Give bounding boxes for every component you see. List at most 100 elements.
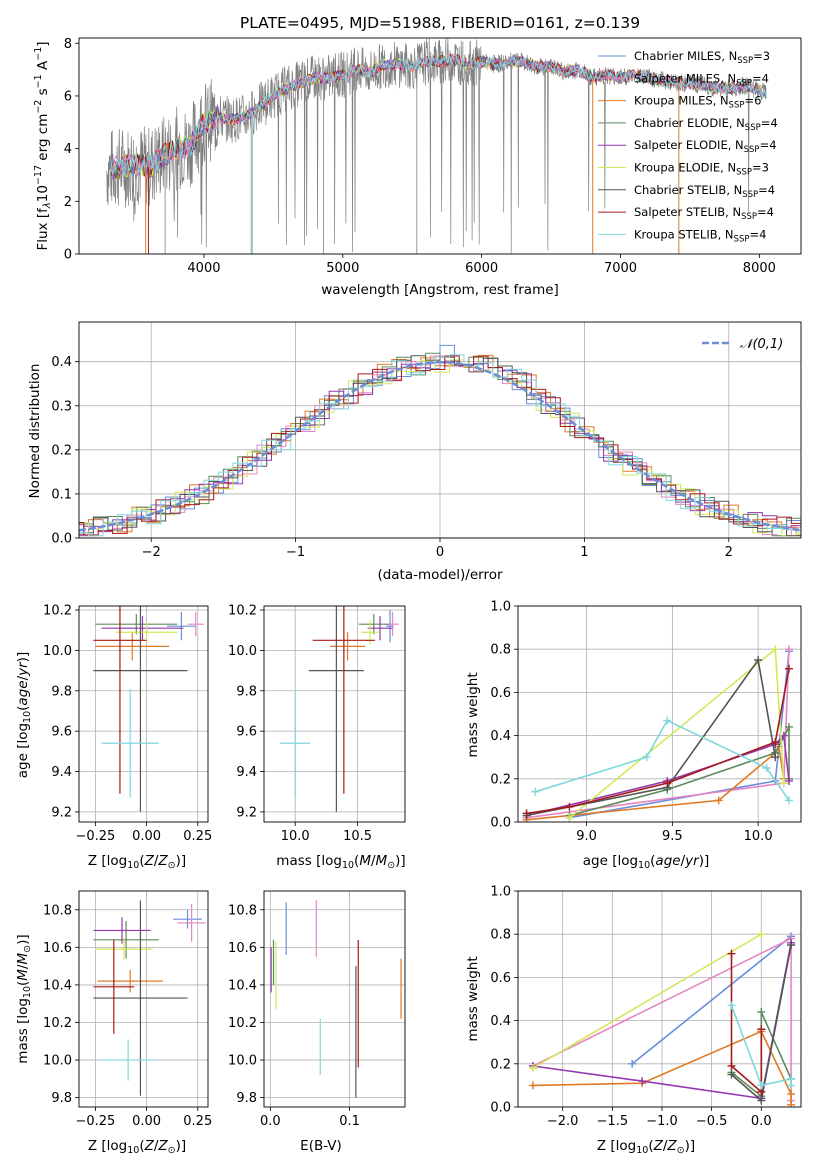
weight-marker bbox=[522, 809, 531, 818]
axes-frame bbox=[263, 605, 406, 823]
weight-marker bbox=[727, 1070, 736, 1079]
weight-marker bbox=[754, 656, 763, 664]
tick-label-y: 10.0 bbox=[228, 644, 257, 659]
weight-marker bbox=[531, 787, 540, 796]
tick-label-y: 10.2 bbox=[43, 604, 72, 619]
tick-label-y: 0.2 bbox=[51, 443, 72, 458]
axes-frame bbox=[78, 605, 209, 823]
weight-marker bbox=[714, 796, 723, 805]
tick-label-y: 0.3 bbox=[51, 399, 72, 414]
weight-marker bbox=[727, 1061, 736, 1070]
tick-label-x: 0.25 bbox=[183, 829, 212, 844]
tick-label-x: −0.5 bbox=[696, 1114, 728, 1129]
tick-label-y: 10.2 bbox=[228, 604, 257, 619]
weight-marker bbox=[779, 779, 788, 788]
tick-label-y: 6 bbox=[64, 89, 72, 104]
tick-label-x: 10.5 bbox=[343, 829, 372, 844]
tick-label-x: 10.0 bbox=[744, 829, 773, 844]
spectrum-ylabel: Flux [fλ10−17 erg cm−2 s−1 A−1] bbox=[33, 41, 53, 250]
weight-marker bbox=[787, 941, 796, 949]
histogram-step bbox=[79, 355, 801, 536]
tick-label-y: 0.0 bbox=[51, 532, 72, 547]
weight-marker bbox=[784, 664, 793, 673]
tick-label-x: 4000 bbox=[187, 261, 220, 276]
weight-marker bbox=[771, 645, 780, 654]
weight-marker bbox=[565, 802, 574, 811]
weight-marker bbox=[757, 1025, 766, 1034]
tick-label-y: 8 bbox=[64, 37, 72, 52]
legend-label: Kroupa STELIB, NSSP=4 bbox=[634, 227, 766, 244]
tick-label-y: 0.6 bbox=[490, 686, 511, 701]
legend-label: Kroupa ELODIE, NSSP=3 bbox=[634, 161, 769, 178]
tick-label-x: 0 bbox=[436, 545, 444, 560]
tick-label-x: 0.25 bbox=[183, 1114, 212, 1129]
tick-label-x: 0.00 bbox=[132, 1114, 161, 1129]
weight-marker bbox=[663, 779, 672, 788]
tick-label-y: 10.2 bbox=[43, 1016, 72, 1031]
tick-label-x: −1.0 bbox=[646, 1114, 678, 1129]
weight-marker bbox=[771, 738, 780, 747]
weight-marker bbox=[663, 716, 672, 725]
tick-label-x: 10.0 bbox=[281, 829, 310, 844]
tick-label-y: 0.4 bbox=[490, 729, 511, 744]
weight-vs-z-panel: −2.0 −1.5 −1.0 −0.5 0.0 0.0 0.2 0.4 0.6 0.8 1.0 Z … bbox=[465, 885, 802, 1156]
gaussian-curve bbox=[79, 360, 801, 532]
gaussian-legend-label: 𝒩(0,1) bbox=[740, 337, 783, 352]
age-vs-mass-panel: 10.0 10.5 9.2 9.4 9.6 9.8 10.0 10.2 mass [log10… bbox=[228, 604, 406, 871]
tick-label-y: 10.6 bbox=[43, 941, 72, 956]
weight-z-xlabel: Z [log10(Z/Z⊙)] bbox=[597, 1138, 695, 1156]
axes-frame bbox=[263, 890, 406, 1108]
legend-label: Salpeter ELODIE, NSSP=4 bbox=[634, 138, 777, 155]
tick-label-y: 0.1 bbox=[51, 487, 72, 502]
tick-label-y: 10.6 bbox=[228, 941, 257, 956]
legend-label: Salpeter MILES, NSSP=4 bbox=[634, 71, 769, 88]
tick-label-y: 10.4 bbox=[43, 978, 72, 993]
tick-label-y: 10.8 bbox=[43, 903, 72, 918]
axes-frame bbox=[78, 37, 802, 255]
spectrum-panel: 4000 5000 6000 7000 8000 0 2 4 6 8 wavelength [An… bbox=[33, 37, 802, 298]
weight-marker bbox=[638, 1077, 647, 1086]
tick-label-y: 0.0 bbox=[490, 1101, 511, 1116]
tick-label-y: 9.2 bbox=[236, 805, 257, 820]
histogram-xlabel: (data-model)/error bbox=[377, 567, 503, 583]
axes-frame bbox=[517, 605, 802, 823]
tick-label-x: 9.0 bbox=[576, 829, 597, 844]
tick-label-y: 10.0 bbox=[228, 1054, 257, 1069]
legend-label: Kroupa MILES, NSSP=6 bbox=[634, 94, 761, 111]
axes-frame bbox=[517, 890, 802, 1108]
weight-marker bbox=[727, 1001, 736, 1010]
weight-marker bbox=[528, 1064, 537, 1073]
tick-label-x: 8000 bbox=[743, 261, 776, 276]
tick-label-y: 9.4 bbox=[236, 765, 257, 780]
age-z-xlabel: Z [log10(Z/Z⊙)] bbox=[88, 853, 186, 871]
weight-marker bbox=[528, 1081, 537, 1090]
tick-label-y: 10.4 bbox=[228, 978, 257, 993]
spectrum-legend: Chabrier MILES, NSSP=3 Salpeter MILES, NS… bbox=[598, 49, 778, 244]
tick-label-y: 0 bbox=[64, 248, 72, 263]
tick-label-y: 10.2 bbox=[228, 1016, 257, 1031]
mass-vs-z-panel: −0.25 0.00 0.25 9.8 10.0 10.2 10.4 10.6 10.8 Z [… bbox=[15, 890, 212, 1156]
age-z-ylabel: age [log10(age/yr)] bbox=[15, 652, 33, 778]
tick-label-y: 9.8 bbox=[51, 684, 72, 699]
legend-label: Chabrier ELODIE, NSSP=4 bbox=[634, 116, 778, 133]
tick-label-y: 1.0 bbox=[490, 600, 511, 615]
weight-line bbox=[532, 933, 762, 1069]
weight-line bbox=[526, 733, 790, 817]
tick-label-y: 0.8 bbox=[490, 643, 511, 658]
weight-marker bbox=[628, 1059, 637, 1068]
tick-label-x: 6000 bbox=[465, 261, 498, 276]
weight-line bbox=[526, 657, 777, 817]
weight-marker bbox=[757, 1007, 766, 1016]
weight-marker bbox=[757, 1096, 766, 1105]
weight-age-xlabel: age [log10(age/yr)] bbox=[583, 853, 709, 871]
tick-label-x: 2 bbox=[725, 545, 733, 560]
tick-label-y: 9.4 bbox=[51, 765, 72, 780]
tick-label-y: 2 bbox=[64, 195, 72, 210]
tick-label-x: −0.25 bbox=[75, 1114, 115, 1129]
figure-title: PLATE=0495, MJD=51988, FIBERID=0161, z=0… bbox=[240, 14, 640, 32]
weight-marker bbox=[787, 1100, 796, 1107]
tick-label-y: 10.0 bbox=[43, 644, 72, 659]
tick-label-y: 10.0 bbox=[43, 1054, 72, 1069]
tick-label-y: 0.4 bbox=[490, 1014, 511, 1029]
